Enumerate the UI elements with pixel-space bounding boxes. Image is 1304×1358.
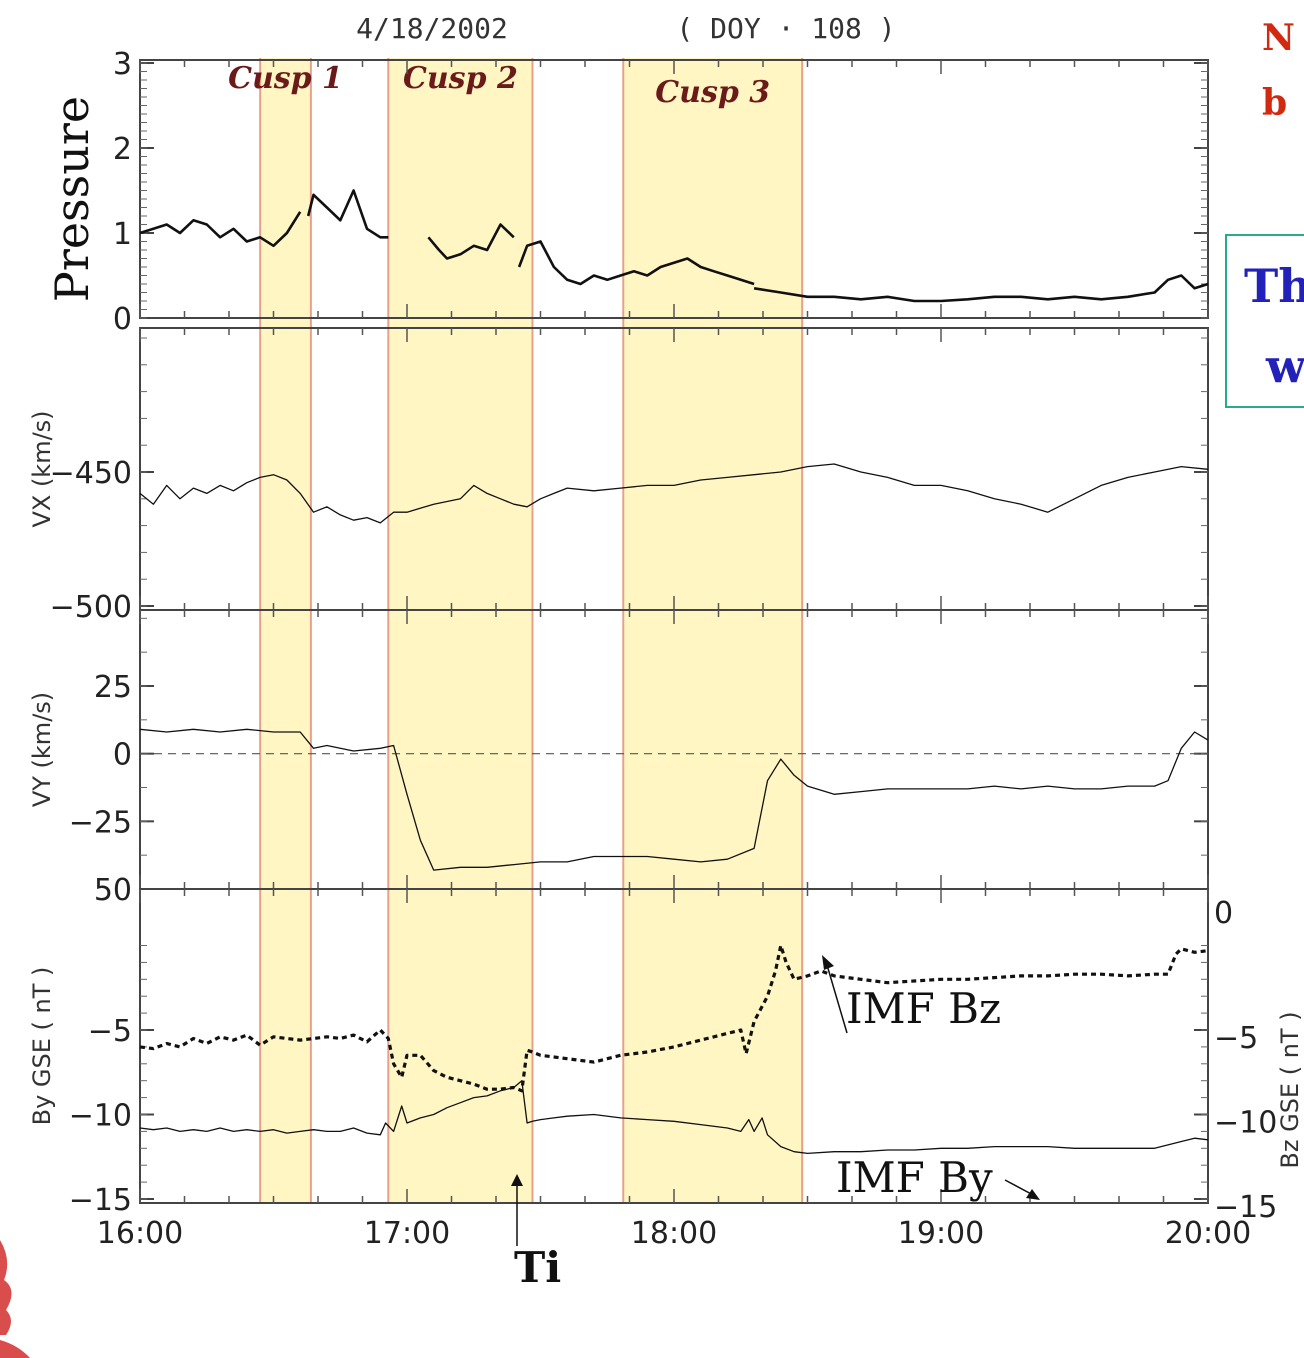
x-tick-label: 19:00 xyxy=(898,1216,984,1251)
vx-series-1-line xyxy=(139,463,1209,524)
pressure-y-tick-label: 2 xyxy=(113,132,132,167)
imf-by-label: IMF By xyxy=(836,1153,993,1202)
logo-fragment xyxy=(0,1240,30,1358)
imf-bz-arrowhead xyxy=(822,955,834,970)
by_bz-y-tick-label-right: −5 xyxy=(1214,1021,1258,1056)
cusp-band-1 xyxy=(260,58,311,1203)
annotations: IMF Bz IMF By Ti xyxy=(511,955,1040,1292)
by_bz-y-axis-label-right: Bz GSE ( nT ) xyxy=(1276,1011,1304,1168)
side-note-red-line2: b xyxy=(1262,82,1287,124)
vy-y-tick-label: 25 xyxy=(94,670,132,705)
header-date: 4/18/2002 xyxy=(356,12,508,45)
cusp-band-3 xyxy=(623,58,803,1203)
panel-pressure: 0 1 2 3 Pressure xyxy=(45,47,1209,337)
pressure-y-axis-label: Pressure xyxy=(45,96,99,302)
imf-bz-line xyxy=(139,943,1209,1093)
vy-y-tick-label: 0 xyxy=(113,738,132,773)
pressure-series-4-line xyxy=(517,240,755,286)
imf-bz-pointer xyxy=(826,964,848,1034)
cusp-label-1: Cusp 1 xyxy=(228,61,343,96)
by_bz-y-tick-label-right: 0 xyxy=(1214,896,1233,931)
x-tick-label: 16:00 xyxy=(97,1216,183,1251)
pressure-series-3-line xyxy=(427,223,515,260)
imf-by-line xyxy=(139,1080,1209,1155)
panel-by_bz: −15 −10 −5 −15 −10 −5 0 By GSE ( nT ) Bz GSE ( n… xyxy=(28,888,1304,1225)
cusp-band-2 xyxy=(388,58,533,1203)
vx-y-tick-label: −500 xyxy=(50,590,132,625)
pressure-y-tick-label: 1 xyxy=(113,217,132,252)
cusp-label-2: Cusp 2 xyxy=(403,61,518,96)
vy-y-axis-label: VY (km/s) xyxy=(28,692,56,807)
cusp-bands: Cusp 1 Cusp 2 Cusp 3 xyxy=(228,58,804,1203)
pressure-y-tick-label: 3 xyxy=(113,47,132,82)
header-doy: ( DOY · 108 ) xyxy=(676,12,895,45)
side-note-red-line1: N xyxy=(1262,17,1295,59)
by_bz-y-axis-label: By GSE ( nT ) xyxy=(28,967,56,1126)
by_bz-y-tick-label: −15 xyxy=(69,1183,132,1218)
cusp-label-3: Cusp 3 xyxy=(655,75,770,110)
by_bz-y-tick-label-right: −10 xyxy=(1214,1106,1277,1141)
vy-series-1-line xyxy=(139,728,1209,871)
vx-y-axis-label: VX (km/s) xyxy=(28,410,56,527)
x-tick-label: 20:00 xyxy=(1165,1216,1251,1251)
vy-y-tick-label: 50 xyxy=(94,873,132,908)
x-tick-label: 18:00 xyxy=(631,1216,717,1251)
imf-by-arrowhead xyxy=(1026,1189,1040,1200)
pressure-y-tick-label: 0 xyxy=(113,302,132,337)
side-note-box xyxy=(1225,234,1304,408)
side-note-blue-line2: w xyxy=(1265,339,1304,393)
side-note-blue-line1: Th xyxy=(1244,259,1304,313)
x-tick-label: 17:00 xyxy=(364,1216,450,1251)
pressure-series-2-line xyxy=(306,189,389,239)
vy-y-tick-label: −25 xyxy=(69,805,132,840)
ti-arrowhead xyxy=(511,1174,523,1186)
panel-vy: 50 −25 0 25 VY (km/s) xyxy=(28,609,1209,908)
imf-bz-label: IMF Bz xyxy=(846,984,1001,1033)
pressure-series-1-line xyxy=(139,211,302,248)
vx-y-tick-label: −450 xyxy=(50,456,132,491)
ti-label: Ti xyxy=(514,1243,561,1292)
by_bz-y-tick-label: −5 xyxy=(88,1014,132,1049)
by_bz-y-tick-label-right: −15 xyxy=(1214,1190,1277,1225)
pressure-series-5-line xyxy=(753,274,1209,303)
by_bz-y-tick-label: −10 xyxy=(69,1099,132,1134)
